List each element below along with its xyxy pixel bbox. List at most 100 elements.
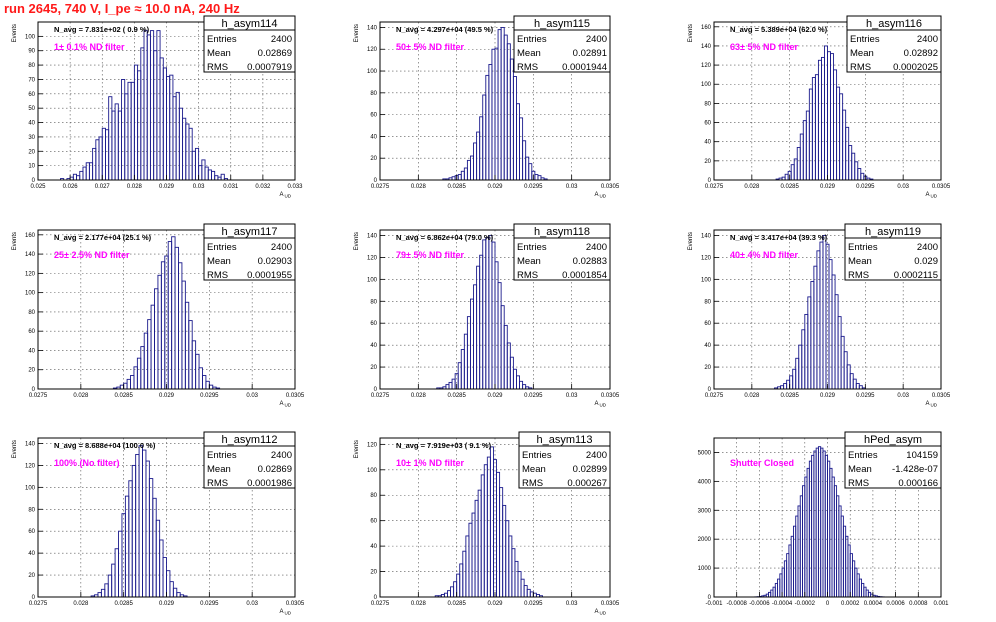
x-tick-label: 0.03: [897, 393, 909, 399]
x-tick-label: 0.0285: [447, 184, 466, 190]
y-tick-label: 60: [370, 321, 377, 327]
y-tick-label: 140: [367, 233, 378, 239]
histogram-bin: [857, 168, 862, 181]
histogram-bin: [816, 250, 821, 390]
histogram-bin: [852, 378, 857, 390]
histogram-bin: [519, 117, 524, 181]
histogram-bin: [494, 47, 499, 181]
x-tick-label: 0.028: [73, 601, 89, 607]
histogram-bin: [836, 86, 841, 181]
filter-label: 10± 1% ND filter: [396, 458, 464, 468]
y-tick-label: 140: [367, 25, 378, 31]
histogram-bin: [474, 499, 479, 598]
histogram-bin: [208, 384, 214, 390]
x-tick-label: 0.03: [246, 601, 258, 607]
histogram-bin: [534, 174, 539, 181]
histogram-bin: [150, 304, 155, 390]
navg-caption: N_avg = 5.389e+04 (62.0 %): [730, 25, 828, 34]
stats-value: 0.0001854: [562, 270, 607, 281]
y-tick-label: 100: [701, 82, 712, 88]
y-tick-label: 70: [28, 77, 35, 83]
histogram-bin: [152, 497, 157, 598]
histogram-name: h_asym117: [221, 226, 277, 238]
stats-value: 0.02892: [904, 48, 938, 59]
histogram-bin: [483, 464, 488, 598]
histogram-bin: [512, 76, 517, 181]
histogram-bin: [463, 333, 468, 390]
histogram-name: h_asym114: [221, 18, 277, 30]
x-tick-label: 0.028: [411, 601, 427, 607]
histogram-bin: [194, 147, 200, 181]
y-tick-label: 160: [25, 233, 36, 239]
histogram-bin: [792, 368, 797, 390]
histogram-bin: [95, 139, 100, 181]
stats-label: Entries: [517, 34, 547, 45]
histogram-bin: [499, 487, 504, 598]
histogram-bin: [473, 284, 478, 390]
histogram-bin: [789, 375, 794, 390]
y-tick-label: 80: [28, 63, 35, 69]
histogram-bin: [198, 367, 203, 390]
histogram-bin: [511, 548, 516, 598]
y-tick-label: 4000: [698, 479, 712, 485]
histogram-bin: [195, 353, 200, 390]
stats-value: -1.428e-07: [892, 464, 938, 475]
histogram-bin: [130, 81, 135, 181]
y-tick-label: 3000: [698, 508, 712, 514]
x-tick-label: -0.0006: [749, 601, 770, 607]
y-tick-label: 120: [367, 442, 378, 448]
histogram-bin: [848, 145, 853, 181]
stats-label: Entries: [522, 450, 552, 461]
x-axis-title: AUD: [279, 192, 291, 199]
stats-box: [203, 15, 296, 73]
x-tick-label: 0.0285: [447, 601, 466, 607]
x-tick-label: 0.0295: [856, 393, 875, 399]
histogram-bin: [138, 445, 143, 598]
stats-value: 0.02903: [258, 256, 292, 267]
histogram-bin: [851, 152, 856, 181]
histogram-bin: [117, 110, 122, 181]
stats-value: 0.02891: [573, 48, 607, 59]
histogram-bin: [135, 453, 140, 598]
stats-label: Entries: [848, 450, 878, 461]
x-tick-label: 0.028: [744, 184, 760, 190]
histogram-bin: [854, 161, 859, 181]
x-tick-label: 0.03: [246, 393, 258, 399]
x-tick-label: -0.001: [705, 601, 723, 607]
x-tick-label: 0.0285: [114, 393, 133, 399]
histogram-bin: [480, 474, 485, 598]
y-tick-label: 0: [32, 595, 36, 601]
y-tick-label: 5000: [698, 450, 712, 456]
x-axis-title: AUD: [279, 609, 291, 616]
histogram-bin: [810, 281, 815, 390]
histogram-bin: [178, 262, 183, 390]
x-tick-label: -0.0002: [795, 601, 816, 607]
stats-value: 0.02883: [573, 256, 607, 267]
x-tick-label: 0.001: [933, 601, 949, 607]
y-tick-label: 30: [28, 135, 35, 141]
x-tick-label: 0.03: [566, 393, 578, 399]
histogram-bin: [220, 173, 225, 181]
stats-label: Mean: [207, 48, 231, 59]
histogram-bin: [802, 120, 807, 181]
stats-value: 0.0002025: [893, 62, 938, 73]
histogram-bin: [155, 519, 161, 598]
histogram-bin: [465, 535, 470, 598]
stats-label: RMS: [848, 478, 869, 489]
y-tick-label: 40: [28, 121, 35, 127]
y-tick-label: 0: [708, 595, 712, 601]
y-tick-label: 140: [701, 44, 712, 50]
histogram-bin: [92, 147, 97, 181]
histogram-panel: 0.0275 0.028 0.0285 0.029 0.0295 0.03 0.0305 0 2…: [12, 223, 305, 408]
filter-label: Shutter Closed: [730, 458, 794, 468]
navg-caption: N_avg = 4.297e+04 (49.5 %): [396, 25, 494, 34]
y-tick-label: 40: [370, 343, 377, 349]
histogram-bin: [445, 384, 450, 390]
histogram-bin: [479, 254, 484, 390]
histogram-bin: [172, 587, 178, 598]
y-tick-label: 80: [28, 310, 35, 316]
x-tick-label: 0.03: [566, 184, 578, 190]
navg-caption: N_avg = 3.417e+04 (39.3 %): [730, 233, 828, 242]
x-tick-label: 0.0275: [705, 184, 724, 190]
histogram-bin: [181, 280, 186, 390]
